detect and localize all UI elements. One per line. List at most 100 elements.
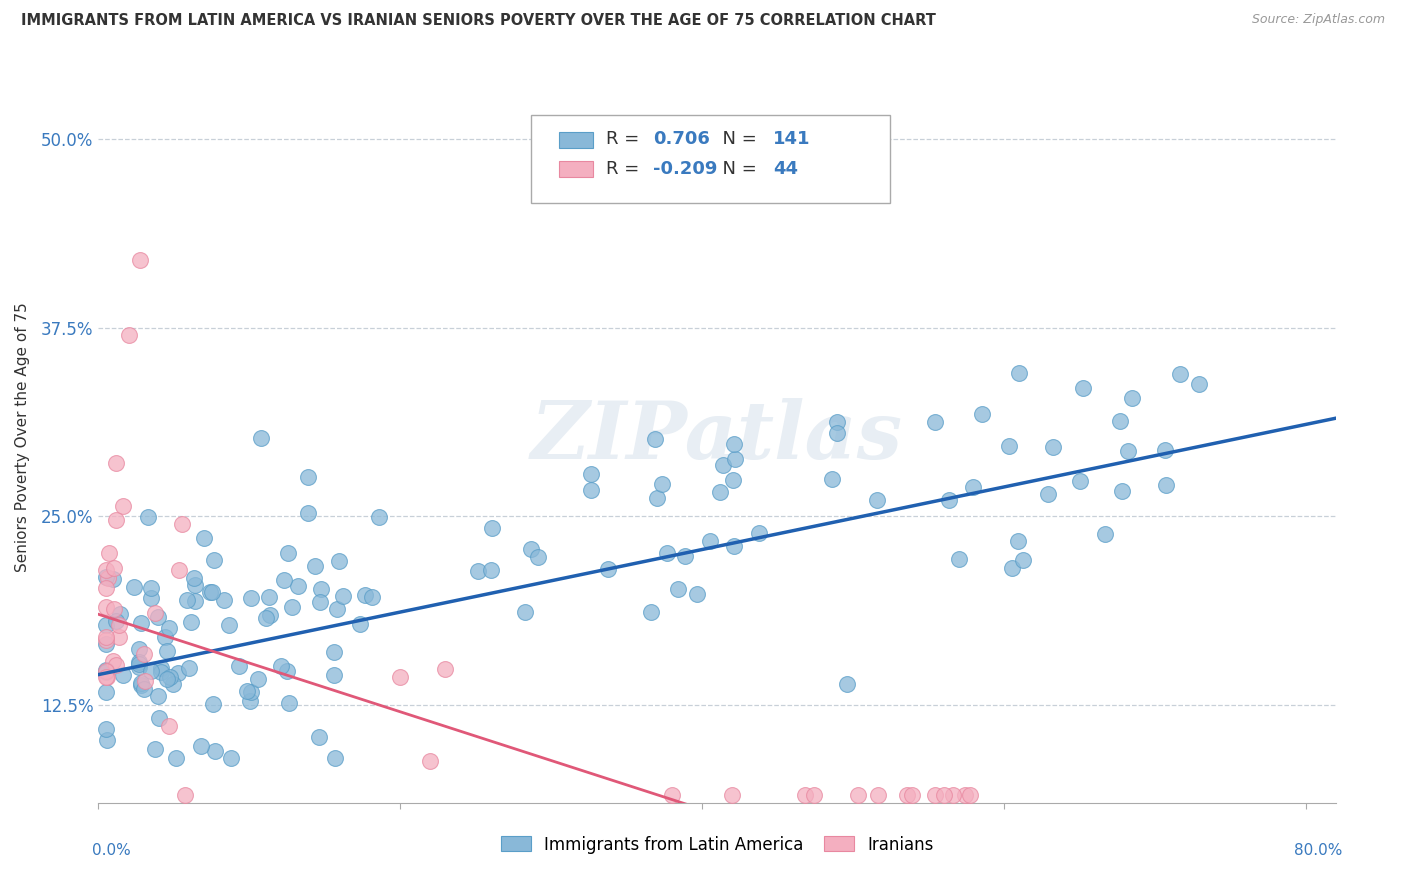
Point <box>901 789 924 803</box>
Point <box>998 440 1021 454</box>
Point <box>201 585 224 599</box>
Point <box>148 711 170 725</box>
Point <box>1001 561 1024 575</box>
Text: Source: ZipAtlas.com: Source: ZipAtlas.com <box>1251 13 1385 27</box>
Point <box>896 789 918 803</box>
Point <box>640 605 662 619</box>
Point <box>322 668 344 682</box>
Point <box>139 581 162 595</box>
Text: R =: R = <box>606 160 645 178</box>
Point <box>803 789 825 803</box>
Point <box>481 521 503 535</box>
Point <box>132 647 155 661</box>
Point <box>721 473 744 487</box>
Point <box>218 618 240 632</box>
Point <box>141 591 163 605</box>
Point <box>212 593 235 607</box>
Point <box>1153 442 1175 457</box>
Point <box>157 719 180 733</box>
Point <box>180 615 202 629</box>
Point <box>825 425 848 440</box>
Point <box>924 789 946 803</box>
Point <box>94 617 117 632</box>
Point <box>848 789 870 803</box>
Point <box>198 585 221 599</box>
Point <box>128 657 150 672</box>
Point <box>184 594 207 608</box>
Point <box>105 513 128 527</box>
Point <box>97 571 120 585</box>
Point <box>1168 367 1191 381</box>
Point <box>94 632 117 647</box>
Point <box>1069 474 1091 488</box>
Point <box>136 510 159 524</box>
Point <box>128 655 150 669</box>
Point <box>259 608 281 623</box>
Point <box>721 789 744 803</box>
Point <box>204 744 226 758</box>
Point <box>134 681 156 696</box>
Point <box>129 678 152 692</box>
Point <box>94 570 117 584</box>
Point <box>1154 478 1177 492</box>
Point <box>236 684 259 698</box>
Point <box>1036 486 1059 500</box>
FancyBboxPatch shape <box>558 132 593 148</box>
FancyBboxPatch shape <box>531 115 890 203</box>
Text: 80.0%: 80.0% <box>1294 843 1341 858</box>
Point <box>323 645 346 659</box>
Point <box>156 673 179 687</box>
Point <box>419 754 441 768</box>
Point <box>96 581 118 595</box>
Point <box>149 661 172 675</box>
Point <box>1007 534 1029 549</box>
Point <box>94 685 117 699</box>
Point <box>240 591 263 605</box>
Point <box>183 578 205 592</box>
Point <box>661 789 683 803</box>
Point <box>270 659 292 673</box>
Point <box>825 415 848 429</box>
Point <box>924 415 946 429</box>
Text: IMMIGRANTS FROM LATIN AMERICA VS IRANIAN SENIORS POVERTY OVER THE AGE OF 75 CORR: IMMIGRANTS FROM LATIN AMERICA VS IRANIAN… <box>21 13 936 29</box>
Point <box>105 457 128 471</box>
Point <box>96 669 118 683</box>
Point <box>172 516 194 531</box>
Point <box>942 789 965 803</box>
Text: -0.209: -0.209 <box>652 160 717 178</box>
Point <box>479 563 502 577</box>
Point <box>122 580 145 594</box>
Text: N =: N = <box>711 160 762 178</box>
Text: 44: 44 <box>773 160 797 178</box>
Point <box>1109 414 1132 428</box>
Point <box>644 432 666 446</box>
Point <box>202 552 225 566</box>
Point <box>962 480 984 494</box>
Point <box>129 252 152 267</box>
Point <box>837 677 859 691</box>
Point <box>101 655 124 669</box>
Point <box>118 328 141 343</box>
Point <box>724 452 747 467</box>
Point <box>98 546 121 560</box>
Point <box>527 549 550 564</box>
Point <box>94 630 117 644</box>
Point <box>932 789 955 803</box>
Point <box>278 697 301 711</box>
Point <box>228 658 250 673</box>
Point <box>1008 366 1031 380</box>
Point <box>254 611 277 625</box>
Text: ZIPatlas: ZIPatlas <box>531 399 903 475</box>
Point <box>166 665 188 680</box>
Point <box>190 739 212 753</box>
Point <box>354 588 377 602</box>
Point <box>953 789 976 803</box>
Point <box>1071 381 1094 395</box>
Point <box>96 732 118 747</box>
Point <box>94 562 117 576</box>
Point <box>1012 553 1035 567</box>
Point <box>1118 443 1140 458</box>
Point <box>167 564 190 578</box>
Point <box>308 730 330 744</box>
Point <box>1121 391 1143 405</box>
